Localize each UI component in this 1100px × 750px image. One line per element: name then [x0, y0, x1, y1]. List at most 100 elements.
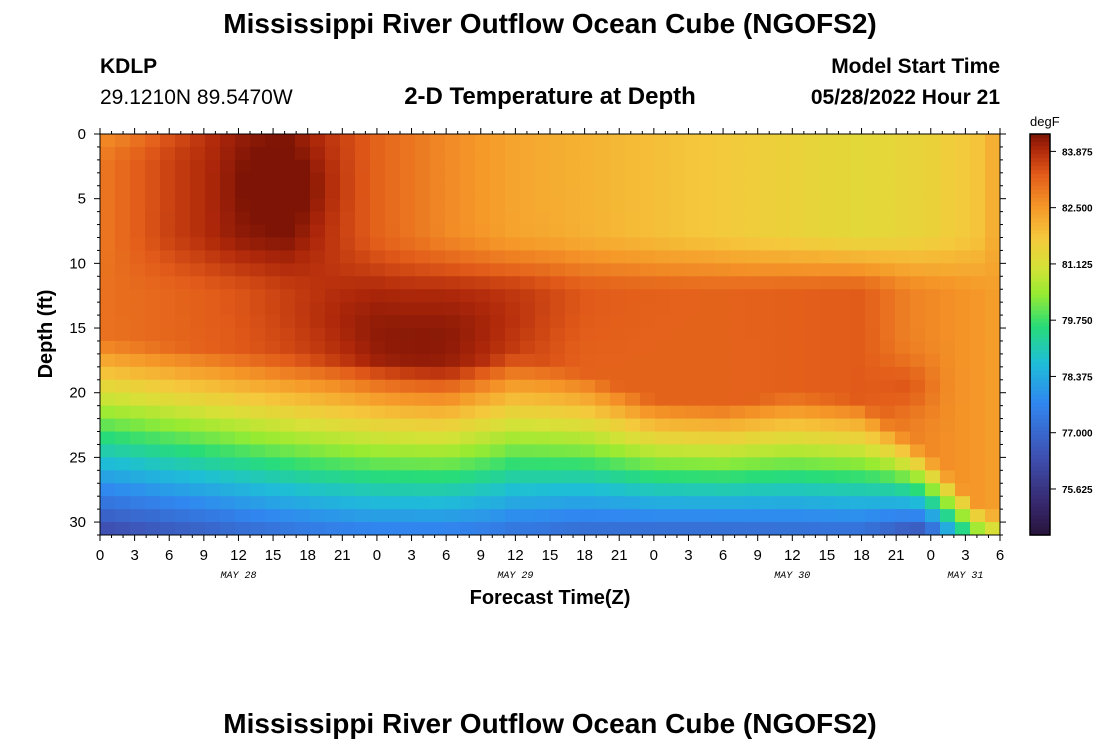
heatmap-cell — [655, 211, 671, 226]
heatmap-cell — [100, 328, 116, 342]
heatmap-cell — [160, 159, 176, 174]
heatmap-cell — [370, 134, 386, 148]
heatmap-cell — [520, 522, 536, 535]
heatmap-cell — [955, 379, 971, 394]
heatmap-cell — [460, 418, 476, 433]
heatmap-cell — [160, 457, 176, 471]
heatmap-cell — [940, 159, 956, 174]
heatmap-cell — [355, 276, 371, 290]
heatmap-cell — [490, 159, 506, 174]
heatmap-cell — [985, 134, 1000, 148]
heatmap-cell — [730, 211, 746, 226]
heatmap-cell — [400, 198, 416, 213]
heatmap-cell — [355, 224, 371, 239]
heatmap-cell — [280, 457, 296, 471]
heatmap-cell — [655, 379, 671, 394]
colorbar-tick-label: 79.750 — [1062, 316, 1093, 327]
heatmap-cell — [160, 431, 176, 446]
heatmap-cell — [670, 237, 686, 252]
heatmap-cell — [430, 509, 446, 523]
heatmap-cell — [565, 328, 581, 342]
heatmap-cell — [970, 185, 986, 200]
heatmap-cell — [760, 146, 776, 161]
heatmap-cell — [655, 289, 671, 303]
heatmap-cell — [370, 509, 386, 523]
heatmap-cell — [310, 276, 326, 290]
heatmap-cell — [340, 185, 356, 200]
heatmap-cell — [250, 418, 266, 433]
heatmap-cell — [460, 444, 476, 458]
heatmap-cell — [655, 392, 671, 407]
heatmap-cell — [730, 405, 746, 420]
heatmap-cell — [160, 315, 176, 329]
heatmap-cell — [670, 509, 686, 523]
heatmap-cell — [865, 509, 881, 523]
heatmap-cell — [955, 405, 971, 420]
heatmap-cell — [100, 134, 116, 148]
heatmap-cell — [610, 353, 626, 368]
heatmap-cell — [535, 276, 551, 290]
heatmap-cell — [865, 237, 881, 252]
heatmap-cell — [295, 315, 311, 329]
heatmap-cell — [745, 379, 761, 394]
heatmap-cell — [265, 146, 281, 161]
heatmap-cell — [460, 328, 476, 342]
heatmap-cell — [520, 496, 536, 510]
heatmap-cell — [535, 237, 551, 252]
heatmap-cell — [865, 418, 881, 433]
heatmap-cell — [835, 509, 851, 523]
colorbar-segment — [1030, 218, 1050, 223]
heatmap-cell — [505, 159, 521, 174]
heatmap-cell — [670, 224, 686, 239]
x-tick-label: 6 — [996, 547, 1004, 564]
heatmap-cell — [820, 134, 836, 148]
heatmap-cell — [625, 263, 641, 277]
heatmap-cell — [310, 172, 326, 187]
heatmap-cell — [700, 392, 716, 407]
heatmap-cell — [505, 470, 521, 484]
heatmap-cell — [370, 172, 386, 187]
heatmap-cell — [895, 159, 911, 174]
heatmap-cell — [445, 211, 461, 226]
heatmap-cell — [790, 315, 806, 329]
heatmap-cell — [100, 289, 116, 303]
heatmap-cell — [235, 431, 251, 446]
heatmap-cell — [715, 405, 731, 420]
heatmap-cell — [295, 224, 311, 239]
heatmap-cell — [550, 366, 566, 381]
heatmap-cell — [400, 366, 416, 381]
heatmap-cell — [430, 353, 446, 368]
heatmap-cell — [955, 172, 971, 187]
heatmap-cell — [760, 366, 776, 381]
heatmap-cell — [580, 366, 596, 381]
heatmap-cell — [130, 302, 146, 316]
heatmap-cell — [955, 250, 971, 264]
heatmap-cell — [880, 289, 896, 303]
heatmap-cell — [250, 146, 266, 161]
heatmap-cell — [550, 328, 566, 342]
heatmap-cell — [910, 470, 926, 484]
heatmap-cell — [460, 457, 476, 471]
heatmap-cell — [670, 522, 686, 535]
heatmap-cell — [265, 379, 281, 394]
heatmap-cell — [505, 379, 521, 394]
heatmap-cell — [865, 198, 881, 213]
heatmap-cell — [745, 522, 761, 535]
heatmap-cell — [190, 353, 206, 368]
heatmap-cell — [970, 146, 986, 161]
colorbar-segment — [1030, 282, 1050, 287]
heatmap-cell — [835, 146, 851, 161]
heatmap-cell — [745, 263, 761, 277]
heatmap-cell — [700, 146, 716, 161]
colorbar-segment — [1030, 226, 1050, 231]
heatmap-cell — [640, 134, 656, 148]
heatmap-cell — [880, 302, 896, 316]
heatmap-cell — [355, 211, 371, 226]
heatmap-cell — [340, 522, 356, 535]
heatmap-cell — [100, 250, 116, 264]
heatmap-cell — [535, 159, 551, 174]
heatmap-cell — [940, 250, 956, 264]
heatmap-cell — [160, 470, 176, 484]
heatmap-cell — [925, 392, 941, 407]
x-date-label: MAY 28 — [220, 571, 256, 582]
